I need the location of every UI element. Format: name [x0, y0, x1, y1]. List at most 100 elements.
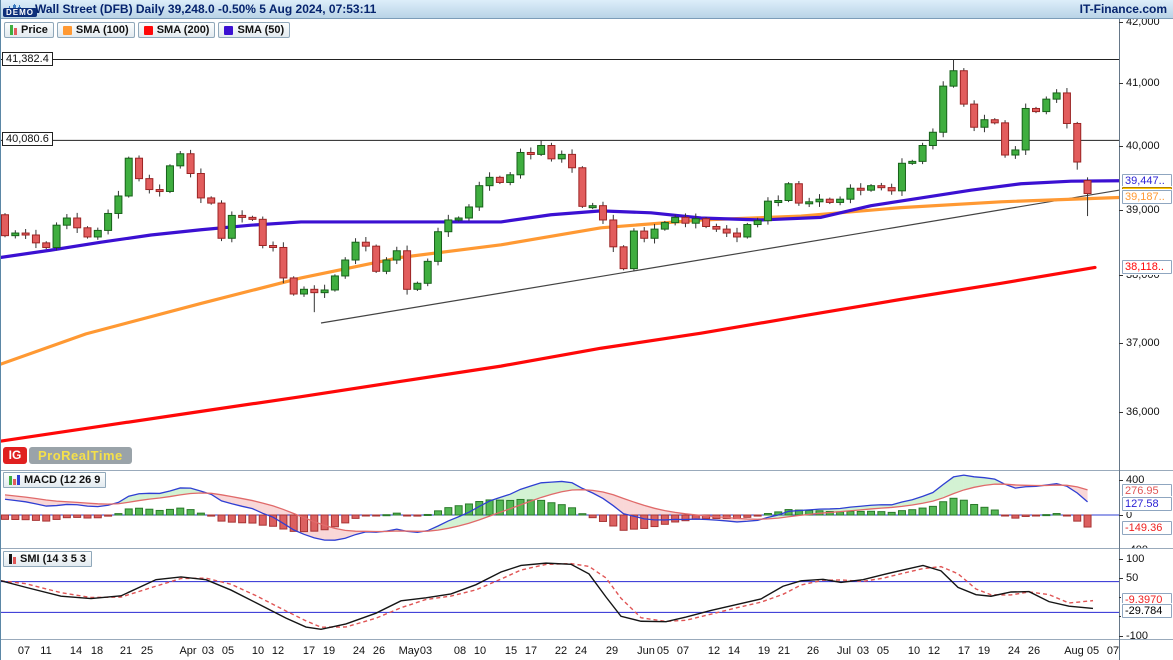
price-candles-icon — [10, 25, 17, 35]
axis-tick-mark — [1119, 145, 1123, 147]
smi-axis[interactable]: 100500-50-100-9.3970-29.784 — [1119, 549, 1173, 639]
it-finance-brand: IT-Finance.com — [1079, 2, 1167, 16]
macd-panel-label[interactable]: MACD (12 26 9 — [3, 472, 107, 488]
axis-tick-mark — [1119, 515, 1123, 516]
macd-value-tag: 276.95 — [1122, 483, 1172, 498]
price-axis-tick: 40,000 — [1126, 139, 1160, 152]
title-bar: DEMO Wall Street (DFB) Daily 39,248.0 -0… — [1, 0, 1173, 19]
axis-tick-mark — [1119, 558, 1123, 560]
legend-label: Price — [21, 24, 48, 36]
time-axis-label: 14 — [727, 645, 741, 657]
time-axis-label: 07 — [17, 645, 31, 657]
color-swatch-icon — [224, 25, 234, 35]
color-swatch-icon — [143, 25, 153, 35]
time-axis-label: 24 — [1007, 645, 1021, 657]
time-axis[interactable]: 07 11 14 18 21 25 Apr 03 05 10 12 17 19 24 26 May 03 08 10… — [1, 640, 1119, 660]
time-axis-label: 12 — [271, 645, 285, 657]
price-axis-tick: 36,000 — [1126, 406, 1160, 419]
macd-value-tag: -149.36 — [1122, 521, 1172, 536]
axis-tick-mark — [1119, 635, 1123, 637]
smi-axis-tick: 50 — [1126, 571, 1139, 584]
time-axis-label: 24 — [574, 645, 588, 657]
price-axis[interactable]: 42,000 41,000 40,000 39,000 38,000 37,000 36,0… — [1119, 18, 1173, 470]
time-axis-label: 05 — [1086, 645, 1100, 657]
smi-panel-label[interactable]: SMI (14 3 5 3 — [3, 551, 93, 567]
axis-tick-mark — [1119, 275, 1123, 277]
prorealtime-logo[interactable]: ProRealTime — [29, 447, 132, 464]
time-axis-label: 19 — [322, 645, 336, 657]
time-axis-label: 05 — [876, 645, 890, 657]
time-axis-label: 10 — [473, 645, 487, 657]
time-axis-label: May — [398, 645, 420, 657]
price-axis-tick: 41,000 — [1126, 77, 1160, 90]
time-axis-label: 21 — [777, 645, 791, 657]
legend-label: SMA (100) — [75, 24, 129, 36]
time-axis-label: 12 — [927, 645, 941, 657]
axis-tick-mark — [1119, 83, 1123, 85]
price-tag: 39,447.. — [1122, 173, 1172, 188]
ig-logo[interactable]: IG — [3, 447, 27, 464]
legend-item-sma-100[interactable]: SMA (100) — [56, 22, 135, 38]
time-axis-label: 10 — [907, 645, 921, 657]
axis-tick-mark — [1119, 616, 1123, 618]
time-axis-label: 05 — [221, 645, 235, 657]
time-axis-label: 10 — [251, 645, 265, 657]
smi-axis-tick: -100 — [1126, 629, 1149, 640]
axis-tick-mark — [1119, 342, 1123, 344]
time-axis-label: 22 — [554, 645, 568, 657]
time-axis-label: 15 — [504, 645, 518, 657]
time-axis-label: 18 — [90, 645, 104, 657]
time-axis-label: 12 — [707, 645, 721, 657]
demo-badge: DEMO — [3, 8, 37, 17]
time-axis-label: 08 — [453, 645, 467, 657]
macd-axis-tick: -400 — [1126, 544, 1148, 548]
macd-icon — [9, 475, 20, 485]
time-axis-label: 14 — [69, 645, 83, 657]
legend-item-sma-200[interactable]: SMA (200) — [137, 22, 216, 38]
time-axis-label: 19 — [757, 645, 771, 657]
axis-tick-mark — [1119, 480, 1123, 481]
time-axis-label: 07 — [676, 645, 690, 657]
time-axis-label: 25 — [140, 645, 154, 657]
price-tag: 38,118.. — [1122, 260, 1172, 275]
chart-title: Wall Street (DFB) Daily 39,248.0 -0.50% … — [35, 2, 377, 16]
axis-tick-mark — [1119, 22, 1123, 24]
axis-tick-mark — [1119, 209, 1123, 211]
legend-label: SMA (50) — [237, 24, 285, 36]
time-axis-label: Aug — [1064, 645, 1084, 657]
time-axis-label: 17 — [302, 645, 316, 657]
time-axis-label: 26 — [806, 645, 820, 657]
time-axis-label: Apr — [179, 645, 197, 657]
price-axis-tick: 39,000 — [1126, 203, 1160, 216]
color-swatch-icon — [62, 25, 72, 35]
time-axis-label: 17 — [524, 645, 538, 657]
time-axis-label: 07 — [1106, 645, 1120, 657]
indicator-legend: Price SMA (100) SMA (200) SMA (50) — [4, 22, 291, 38]
price-level-label: 41,382.4 — [2, 51, 53, 66]
smi-value-tag: -9.3970 — [1122, 593, 1172, 607]
time-axis-label: Jul — [836, 645, 852, 657]
time-axis-label: 26 — [1027, 645, 1041, 657]
price-axis-tick: 37,000 — [1126, 336, 1160, 349]
smi-value-tag: -29.784 — [1122, 604, 1172, 618]
time-axis-label: 24 — [352, 645, 366, 657]
time-axis-label: 26 — [372, 645, 386, 657]
time-axis-label: 11 — [40, 645, 52, 657]
legend-item-sma-50[interactable]: SMA (50) — [218, 22, 291, 38]
smi-axis-tick: 100 — [1126, 552, 1145, 565]
axis-tick-mark — [1119, 412, 1123, 414]
axis-tick-mark — [1119, 597, 1123, 598]
price-tag: 39,187.. — [1122, 190, 1172, 205]
legend-label: SMA (200) — [156, 24, 210, 36]
time-axis-label: 19 — [977, 645, 991, 657]
smi-label-text: SMI (14 3 5 3 — [20, 553, 87, 565]
time-axis-label: 03 — [201, 645, 215, 657]
macd-axis-tick: 400 — [1126, 474, 1145, 486]
time-axis-label: 17 — [957, 645, 971, 657]
legend-item-price[interactable]: Price — [4, 22, 54, 38]
time-axis-label: 03 — [856, 645, 870, 657]
time-axis-label: 29 — [605, 645, 619, 657]
